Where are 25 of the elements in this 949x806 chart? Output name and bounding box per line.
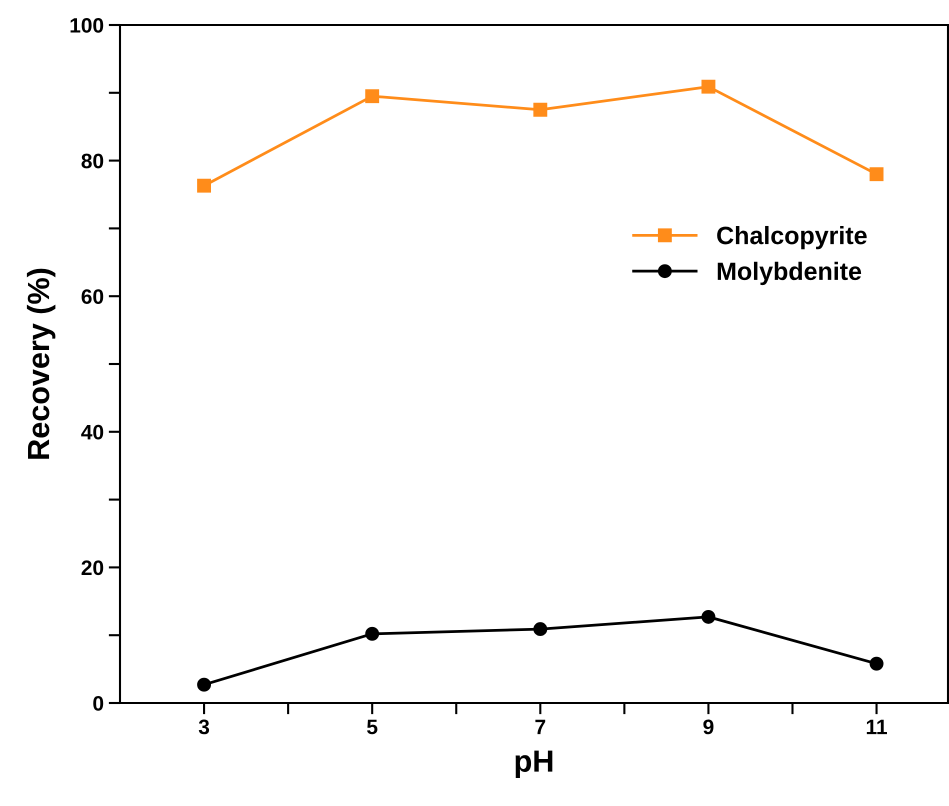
legend-label: Chalcopyrite xyxy=(717,226,867,250)
y-axis-title: Recovery (%) xyxy=(26,268,56,459)
point xyxy=(197,178,212,193)
y-tick-label: 0 xyxy=(93,696,104,711)
x-tick-label: 11 xyxy=(866,720,887,734)
y-tick-label: 60 xyxy=(82,289,104,304)
y-tick-label: 40 xyxy=(81,424,104,440)
point xyxy=(197,678,212,692)
point xyxy=(533,622,548,636)
x-tick-label: 5 xyxy=(367,720,378,734)
point xyxy=(870,656,884,671)
y-tick-label: 100 xyxy=(70,18,104,33)
point xyxy=(365,626,380,641)
point xyxy=(701,80,716,94)
x-tick-label: 9 xyxy=(703,720,714,734)
x-axis-title: pH xyxy=(516,750,552,778)
point xyxy=(701,610,716,624)
point xyxy=(870,167,884,182)
legend-label: Molybdenite xyxy=(718,262,862,286)
y-tick-label: 80 xyxy=(82,154,104,168)
x-tick-label: 3 xyxy=(198,720,210,734)
point xyxy=(533,102,548,117)
x-tick-label: 7 xyxy=(535,720,546,734)
y-tick-label: 20 xyxy=(82,560,104,576)
point xyxy=(365,89,380,104)
